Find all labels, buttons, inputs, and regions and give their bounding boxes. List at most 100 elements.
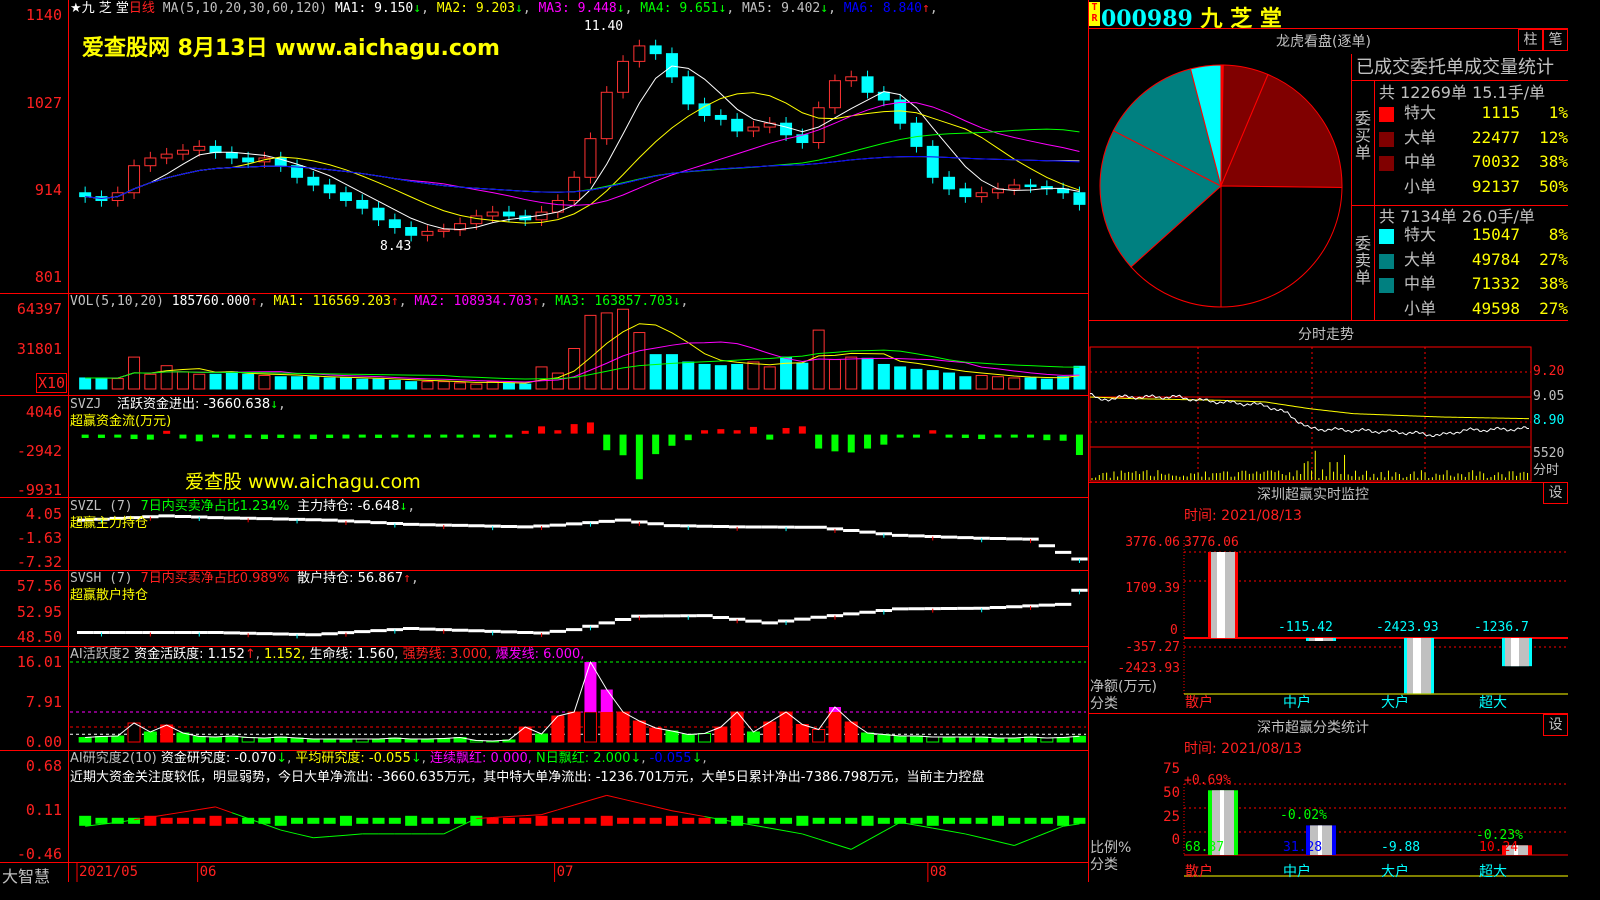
- tick-mode-tab[interactable]: 笔: [1543, 29, 1568, 51]
- candle: [617, 60, 630, 93]
- class-change-label: +0.69%: [1184, 773, 1231, 789]
- panel-divider: [1088, 482, 1568, 483]
- buy-group-label: 委买单: [1355, 109, 1372, 162]
- ai2-bar: [372, 817, 385, 824]
- vol-ma-legend-2: MA2: 108934.703: [406, 294, 532, 309]
- volume-bar: [910, 368, 923, 390]
- y-tick: 7.91: [25, 693, 62, 711]
- arrow-icon: ↓: [270, 397, 279, 412]
- svzj-bar: [847, 434, 855, 453]
- tr-badge[interactable]: TR: [1089, 2, 1100, 26]
- volume-bar: [258, 375, 271, 390]
- svzj-bar: [212, 434, 220, 438]
- arrow-icon: ↑: [922, 1, 930, 16]
- vol-ma-legend-1: MA1: 116569.203: [273, 294, 391, 309]
- ai1-burst-line: 爆发线: 6.000,: [495, 647, 585, 662]
- arrow-icon: ↓: [691, 751, 703, 766]
- candle: [339, 192, 352, 201]
- svzj-bar: [570, 424, 578, 434]
- ai2-bar: [633, 817, 646, 824]
- arrow-icon: ↑: [531, 294, 540, 309]
- y-tick: 914: [34, 181, 62, 199]
- ai2-bar: [128, 817, 141, 824]
- svzj-bar: [1075, 434, 1083, 456]
- right-panel-divider: [1088, 0, 1089, 882]
- monitor-category: 大户: [1381, 695, 1409, 711]
- svzj-bar: [668, 434, 676, 446]
- volume-unit-badge[interactable]: X10: [36, 373, 68, 393]
- ai2-line: [525, 814, 542, 817]
- ai1-bar: [1040, 737, 1054, 743]
- ai2-line: [1046, 825, 1064, 834]
- ai2-bar: [323, 817, 336, 824]
- sz-monitor-title: 深圳超赢实时监控: [1257, 487, 1369, 503]
- ma-params: MA(5,10,20,30,60,120): [162, 1, 328, 16]
- ai2-bar: [1057, 815, 1070, 826]
- ai1-bar: [877, 734, 891, 743]
- ai1-bar-burst: [828, 707, 841, 713]
- legend-swatch: [1379, 107, 1394, 122]
- class-change-label: -0.23%: [1476, 828, 1523, 844]
- ma-legend-5: MA5: 9.402: [734, 1, 821, 16]
- y-tick: 64397: [16, 300, 62, 318]
- period-label[interactable]: 日线: [128, 1, 155, 16]
- sell-row-label: 特大: [1404, 225, 1437, 244]
- ai1-bar: [698, 733, 712, 743]
- separator: ,: [929, 1, 938, 16]
- ai2-line: [883, 821, 901, 832]
- ai2-line: [508, 815, 526, 818]
- bar-mode-tab[interactable]: 柱: [1518, 29, 1543, 51]
- ai2-bar: [79, 815, 92, 826]
- volume-bar: [568, 348, 581, 390]
- volume-bar: [274, 376, 287, 390]
- candle: [1008, 184, 1021, 190]
- volume-bar: [486, 381, 499, 390]
- ai2-bar: [1040, 817, 1053, 824]
- ai2-line: [492, 816, 509, 819]
- ai2-line: [1014, 838, 1031, 846]
- sz-class-unit: 比例%: [1090, 840, 1132, 856]
- ai2-line: [476, 817, 493, 819]
- ai2-n-day-red: N日飘红: 2.000: [536, 751, 631, 766]
- ai1-bar: [714, 726, 728, 743]
- volume-bar: [160, 365, 173, 390]
- ai2-line: [981, 837, 999, 843]
- ai2-line: [166, 811, 184, 816]
- candle: [176, 149, 189, 155]
- arrow-icon: ↓: [616, 1, 625, 16]
- svzj-bar: [864, 434, 872, 449]
- ai2-bar: [551, 817, 564, 824]
- svzj-bar: [505, 434, 513, 438]
- separator: ,: [726, 1, 735, 16]
- svzj-bar: [179, 434, 187, 439]
- ai2-bar: [731, 815, 744, 826]
- candle: [698, 103, 711, 116]
- ai1-header: AI活跃度2 资金活跃度: 1.152↑, 1.152, 生命线: 1.560,…: [70, 647, 585, 662]
- svzj-bar: [994, 434, 1002, 438]
- candle: [128, 165, 141, 194]
- volume-bar: [1008, 377, 1021, 390]
- ai2-line: [443, 825, 461, 835]
- ai2-bar: [568, 817, 581, 824]
- svzj-bar: [375, 434, 383, 438]
- volume-bar: [193, 373, 206, 390]
- ai1-activity-value: 资金活跃度: 1.152: [134, 647, 245, 662]
- y-tick: 5520: [1533, 446, 1565, 461]
- ai2-line: [867, 830, 885, 841]
- monitor-bar-label: -2423.93: [1376, 620, 1439, 635]
- volume-bar: [991, 376, 1004, 390]
- y-tick: 3776.06: [1125, 535, 1180, 550]
- sz-monitor-settings[interactable]: 设: [1543, 482, 1568, 504]
- ai1-bar: [942, 736, 956, 743]
- sz-class-settings[interactable]: 设: [1543, 714, 1568, 736]
- ai1-bar: [78, 737, 92, 743]
- ai1-bar: [795, 724, 809, 743]
- panel-divider: [1088, 713, 1568, 714]
- intraday-price-line: [1089, 392, 1530, 438]
- volume-bar: [356, 378, 369, 390]
- ai1-bar: [583, 711, 597, 743]
- ai2-line: [997, 841, 1015, 846]
- ai2-bar: [421, 817, 434, 824]
- ai1-bar: [958, 736, 972, 743]
